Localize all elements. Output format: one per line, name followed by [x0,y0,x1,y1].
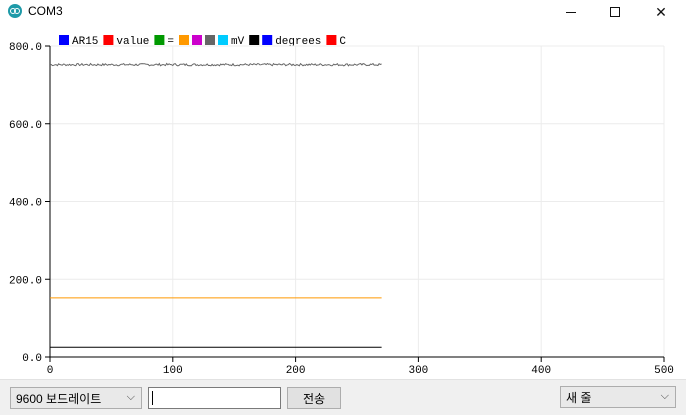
bottom-toolbar: 9600 보드레이트 ⌵ 전송 새 줄 ⌵ [0,379,686,415]
line-ending-select[interactable]: 새 줄 ⌵ [560,386,676,408]
legend-swatch [192,35,202,45]
legend-label: mV [231,36,245,48]
legend-label: value [116,36,149,48]
legend-label: = [167,36,174,48]
minimize-icon [566,11,576,13]
y-tick-label: 600.0 [9,120,42,132]
plot-svg: AR15 value = mV degrees C 0.0 200.0 400.0 600.0 80… [9,35,674,377]
baud-rate-select[interactable]: 9600 보드레이트 ⌵ [10,387,142,409]
title-bar: COM3 ✕ [0,0,686,24]
x-tick-label: 200 [286,365,306,377]
text-caret [152,391,153,405]
serial-plotter: AR15 value = mV degrees C 0.0 200.0 400.0 600.0 80… [0,24,686,379]
legend-swatch [326,35,337,45]
legend-swatch [205,35,215,45]
legend-label: AR15 [72,36,98,48]
arduino-icon [8,4,22,18]
baud-rate-value: 9600 보드레이트 [16,391,102,406]
x-tick-label: 0 [47,365,54,377]
y-tick-label: 400.0 [9,198,42,210]
close-icon: ✕ [655,3,667,20]
legend-swatch [218,35,228,45]
legend-label: C [339,36,346,48]
x-tick-label: 400 [531,365,551,377]
maximize-icon [610,7,620,17]
legend-swatch [249,35,260,45]
legend-swatch [154,35,165,45]
chevron-down-icon: ⌵ [660,390,669,402]
window-title: COM3 [28,4,63,18]
series-line [49,62,382,67]
legend-swatch [103,35,114,45]
x-tick-label: 300 [408,365,428,377]
close-button[interactable]: ✕ [638,0,684,24]
maximize-button[interactable] [592,0,638,24]
chevron-down-icon: ⌵ [126,391,135,403]
legend-swatch [59,35,69,45]
legend-swatch [179,35,189,45]
x-tick-label: 500 [654,365,674,377]
send-input[interactable] [148,387,281,409]
legend-swatch [262,35,273,45]
y-tick-label: 800.0 [9,42,42,54]
x-tick-label: 100 [163,365,183,377]
send-button[interactable]: 전송 [287,387,341,409]
y-tick-label: 0.0 [22,353,42,365]
minimize-button[interactable] [548,0,594,24]
y-tick-label: 200.0 [9,275,42,287]
legend-label: degrees [275,36,321,48]
line-ending-value: 새 줄 [566,390,592,405]
